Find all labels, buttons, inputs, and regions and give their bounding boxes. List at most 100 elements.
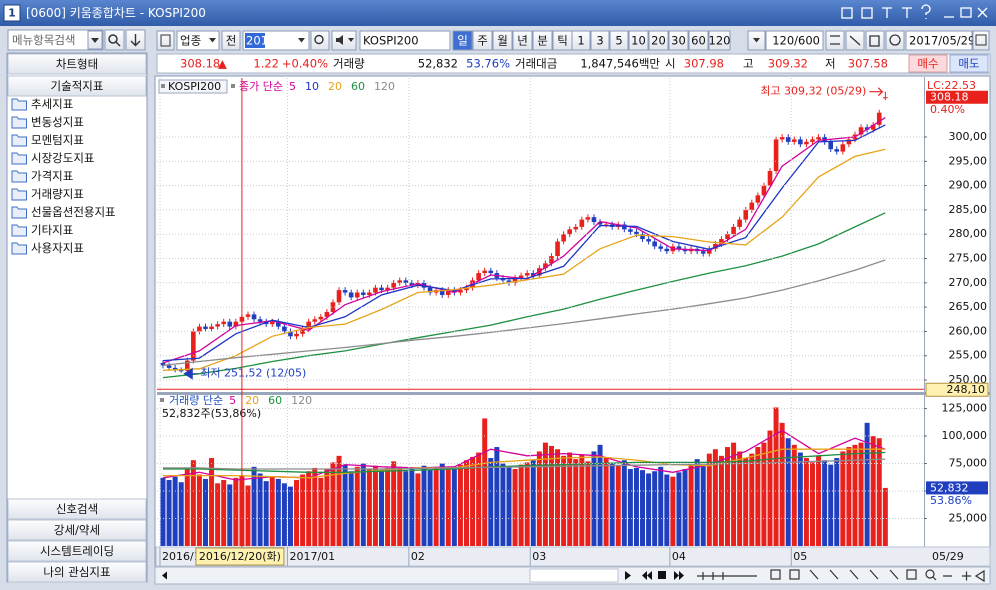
indicator-item[interactable]: 기타지표 (31, 223, 73, 237)
menu-search-text: 메뉴항목검색 (12, 33, 75, 47)
tool-button[interactable] (865, 30, 885, 51)
code-search-button[interactable] (310, 30, 330, 51)
ma-line (162, 148, 886, 371)
candle-body (203, 326, 208, 329)
prev-button[interactable] (221, 30, 241, 51)
interval-button[interactable] (708, 30, 731, 51)
indicator-item[interactable]: 모멘텀지표 (31, 133, 84, 147)
interval-button[interactable] (571, 30, 591, 51)
volume-bar (737, 451, 743, 546)
quote-text: 307.98 (684, 57, 724, 71)
y-tick-label: 255,00 (949, 349, 988, 362)
candle-body (312, 319, 318, 322)
period-button[interactable] (512, 30, 533, 51)
sidebar-button[interactable] (7, 540, 147, 562)
candle-body (573, 226, 579, 230)
volume-bar (609, 463, 615, 546)
sidebar-button[interactable] (7, 519, 147, 541)
scroll-thumb[interactable] (529, 568, 619, 583)
count-text: 120/600 (772, 34, 820, 48)
volume-bar (500, 463, 506, 546)
legend-entry[interactable]: 120 (374, 80, 395, 93)
period-button[interactable] (472, 30, 493, 51)
volume-bar (324, 469, 330, 546)
interval-button[interactable] (609, 30, 629, 51)
legend-entry[interactable]: 5 (289, 80, 296, 93)
candle-body (810, 139, 815, 142)
play-controls[interactable] (625, 571, 684, 580)
volume-bar (160, 477, 166, 546)
calendar-button[interactable] (972, 30, 990, 51)
legend-entry[interactable]: 10 (305, 80, 319, 93)
interval-button[interactable] (648, 30, 669, 51)
interval-button[interactable] (688, 30, 709, 51)
volume-bar (682, 469, 688, 546)
sidebar-button[interactable] (7, 498, 147, 520)
folder-icon (11, 242, 27, 255)
indicator-header[interactable] (7, 75, 147, 97)
volume-bar (433, 466, 439, 546)
chart-type-header[interactable] (7, 53, 147, 75)
candle-body (294, 333, 299, 337)
volume-bar (178, 482, 184, 546)
volume-bar (846, 447, 852, 546)
interval-button-text: 20 (651, 34, 666, 48)
indicator-item[interactable]: 사용자지표 (31, 241, 84, 255)
candle-body (530, 273, 536, 276)
sell-text: 매도 (958, 57, 979, 71)
crosshair-date-box (195, 547, 285, 566)
indicator-item[interactable]: 시장강도지표 (31, 151, 94, 165)
interval-button[interactable] (590, 30, 610, 51)
indicator-item[interactable]: 변동성지표 (31, 115, 84, 129)
interval-button[interactable] (668, 30, 689, 51)
period-button-text: 일 (457, 34, 468, 48)
volume-bar (445, 467, 451, 546)
candle-body (409, 282, 415, 286)
market-text: 업종 (180, 34, 201, 48)
sidebar-button[interactable] (7, 561, 147, 583)
candle-body (767, 171, 773, 186)
indicator-item[interactable]: 가격지표 (31, 169, 73, 183)
buy-button[interactable] (908, 54, 948, 73)
sound-button[interactable] (331, 30, 357, 51)
legend-entry[interactable]: 20 (245, 394, 259, 407)
candle-body (172, 367, 178, 371)
candle-body (215, 324, 220, 327)
search-button[interactable] (104, 29, 125, 51)
legend-entry[interactable]: 120 (291, 394, 312, 407)
legend-entry[interactable]: 5 (229, 394, 236, 407)
folder-icon (11, 170, 27, 183)
period-button[interactable] (532, 30, 553, 51)
candle-body (834, 149, 840, 152)
tool-button[interactable] (825, 30, 845, 51)
market-combo[interactable] (176, 30, 220, 51)
candle-body (858, 127, 864, 135)
indicator-item[interactable]: 거래량지표 (31, 187, 84, 201)
period-button-text: 월 (497, 34, 508, 48)
legend-entry[interactable]: 60 (351, 80, 365, 93)
candle-body (658, 246, 664, 249)
window-buttons[interactable] (841, 4, 988, 19)
volume-bar (202, 478, 208, 546)
indicator-item[interactable]: 선물옵션전용지표 (31, 205, 116, 219)
volume-bar (761, 442, 767, 546)
interval-button[interactable] (628, 30, 649, 51)
legend-entry[interactable]: 60 (268, 394, 282, 407)
quote-text: 308.18 (180, 57, 220, 71)
indicator-item[interactable]: 추세지표 (31, 97, 73, 111)
date-box[interactable] (905, 30, 973, 51)
legend-entry[interactable]: 20 (328, 80, 342, 93)
tool-button[interactable] (885, 30, 905, 51)
zoom-tools[interactable] (697, 569, 985, 583)
volume-bar (379, 470, 385, 546)
scroll-left[interactable] (162, 571, 167, 580)
sound-icon (336, 35, 354, 45)
sidebar-panel (6, 52, 148, 583)
sell-button[interactable] (949, 54, 989, 73)
period-button[interactable] (492, 30, 513, 51)
menu-search[interactable] (7, 29, 104, 51)
current-volume-box (926, 481, 988, 495)
period-button[interactable] (452, 30, 473, 51)
chart-menu-button[interactable] (156, 30, 175, 51)
